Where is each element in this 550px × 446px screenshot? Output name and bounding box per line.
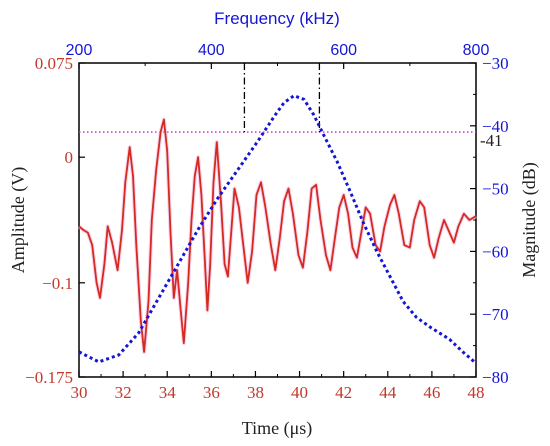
x-top-title: Frequency (kHz)	[214, 9, 340, 28]
x-bottom-tick-label: 46	[423, 383, 440, 402]
x-bottom-tick-label: 38	[247, 383, 264, 402]
x-bottom-tick-label: 48	[468, 383, 485, 402]
y-right-tick-label: −30	[482, 54, 509, 73]
marker-lines	[243, 63, 321, 133]
y-right-tick-label: −60	[482, 242, 509, 261]
y-left-tick-label: −0.175	[25, 368, 73, 387]
y-left-title: Amplitude (V)	[8, 167, 29, 273]
x-top-tick-label: 800	[463, 42, 490, 59]
threshold-label: -41	[480, 131, 503, 150]
x-bottom-tick-label: 30	[71, 383, 88, 402]
y-right-tick-label: −50	[482, 180, 509, 199]
magnitude-series-line	[78, 94, 477, 365]
x-bottom-title: Time (μs)	[242, 418, 313, 439]
y-left-tick-label: −0.1	[42, 274, 73, 293]
amplitude-series-line	[78, 118, 477, 353]
x-top-tick-label: 600	[330, 42, 357, 59]
y-right-title: Magnitude (dB)	[519, 162, 540, 277]
x-bottom-tick-label: 40	[291, 383, 308, 402]
threshold-annotation: -41	[79, 131, 503, 150]
axis-ticks: 30 32 34 36 38 40 42 44 46 48 200 400 600 800 0.075 0 −0…	[25, 42, 508, 402]
y-left-tick-label: 0	[65, 148, 74, 167]
x-bottom-tick-label: 42	[335, 383, 352, 402]
plot-frame	[78, 62, 477, 378]
x-bottom-tick-label: 32	[115, 383, 132, 402]
y-right-tick-label: −80	[482, 368, 509, 387]
x-bottom-tick-label: 34	[159, 383, 177, 402]
x-top-tick-label: 200	[66, 42, 93, 59]
series-group	[77, 94, 477, 365]
y-right-tick-label: −70	[482, 305, 509, 324]
x-top-tick-label: 400	[198, 42, 225, 59]
y-right-tick-label: −40	[482, 117, 509, 136]
y-left-tick-label: 0.075	[35, 54, 73, 73]
x-bottom-tick-label: 44	[379, 383, 397, 402]
x-bottom-tick-label: 36	[203, 383, 220, 402]
